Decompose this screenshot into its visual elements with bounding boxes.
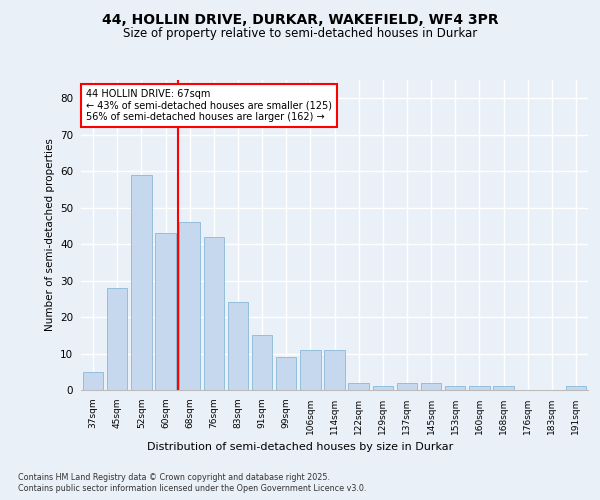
Bar: [469, 386, 490, 390]
Bar: [155, 233, 176, 390]
Bar: [252, 336, 272, 390]
Text: 44 HOLLIN DRIVE: 67sqm
← 43% of semi-detached houses are smaller (125)
56% of se: 44 HOLLIN DRIVE: 67sqm ← 43% of semi-det…: [86, 90, 332, 122]
Bar: [203, 237, 224, 390]
Bar: [227, 302, 248, 390]
Bar: [324, 350, 345, 390]
Bar: [493, 386, 514, 390]
Bar: [107, 288, 127, 390]
Text: 44, HOLLIN DRIVE, DURKAR, WAKEFIELD, WF4 3PR: 44, HOLLIN DRIVE, DURKAR, WAKEFIELD, WF4…: [101, 12, 499, 26]
Bar: [349, 382, 369, 390]
Bar: [276, 357, 296, 390]
Bar: [179, 222, 200, 390]
Bar: [131, 175, 152, 390]
Text: Contains public sector information licensed under the Open Government Licence v3: Contains public sector information licen…: [18, 484, 367, 493]
Bar: [300, 350, 320, 390]
Bar: [373, 386, 393, 390]
Text: Size of property relative to semi-detached houses in Durkar: Size of property relative to semi-detach…: [123, 28, 477, 40]
Bar: [421, 382, 442, 390]
Bar: [445, 386, 466, 390]
Text: Distribution of semi-detached houses by size in Durkar: Distribution of semi-detached houses by …: [147, 442, 453, 452]
Y-axis label: Number of semi-detached properties: Number of semi-detached properties: [44, 138, 55, 332]
Bar: [83, 372, 103, 390]
Text: Contains HM Land Registry data © Crown copyright and database right 2025.: Contains HM Land Registry data © Crown c…: [18, 472, 330, 482]
Bar: [397, 382, 417, 390]
Bar: [566, 386, 586, 390]
